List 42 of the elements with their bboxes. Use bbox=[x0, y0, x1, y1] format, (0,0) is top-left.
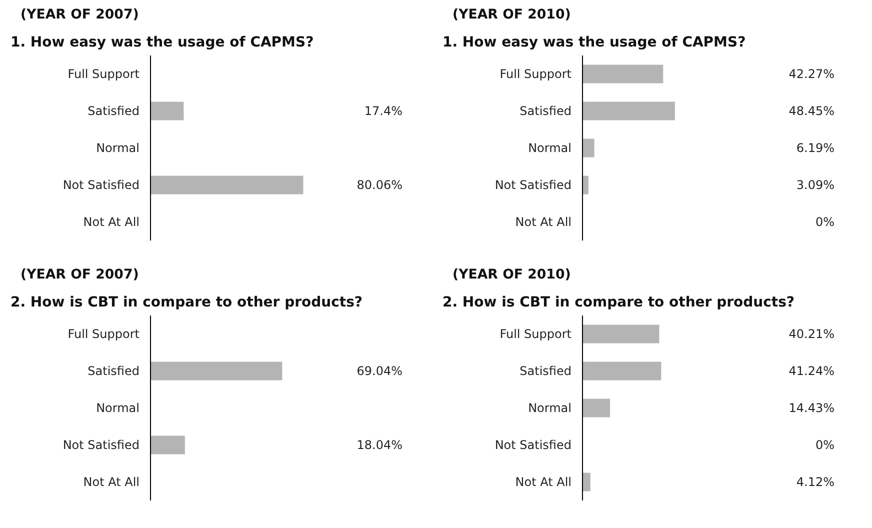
y-tick-label: Satisfied bbox=[88, 104, 140, 118]
y-tick-label: Not Satisfied bbox=[62, 178, 140, 192]
y-tick-label: Full Support bbox=[68, 67, 140, 81]
y-tick-label: Normal bbox=[96, 141, 140, 155]
data-label: 4.12% bbox=[796, 475, 835, 489]
data-label: 41.24% bbox=[788, 364, 835, 378]
y-tick-label: Not At All bbox=[515, 215, 572, 229]
data-label: 18.04% bbox=[356, 438, 403, 452]
y-tick-label: Normal bbox=[528, 141, 572, 155]
chart-title: (YEAR OF 2007) bbox=[20, 268, 139, 282]
data-label: 42.27% bbox=[788, 67, 835, 81]
y-tick-label: Satisfied bbox=[520, 104, 572, 118]
chart-title: (YEAR OF 2010) bbox=[452, 268, 571, 282]
y-tick-label: Full Support bbox=[500, 327, 572, 341]
y-tick-label: Not Satisfied bbox=[62, 438, 140, 452]
chart-subtitle: 1. How easy was the usage of CAPMS? bbox=[10, 34, 314, 50]
data-label: 6.19% bbox=[796, 141, 835, 155]
data-label: 40.21% bbox=[788, 327, 835, 341]
y-tick-label: Satisfied bbox=[520, 364, 572, 378]
y-tick-label: Normal bbox=[96, 401, 140, 415]
y-tick-label: Full Support bbox=[500, 67, 572, 81]
data-label: 17.4% bbox=[364, 104, 403, 118]
data-label: 14.43% bbox=[788, 401, 835, 415]
data-label: 0% bbox=[815, 438, 835, 452]
y-tick-label: Full Support bbox=[68, 327, 140, 341]
data-label: 0% bbox=[815, 215, 835, 229]
y-tick-label: Not At All bbox=[83, 215, 140, 229]
chart-subtitle: 2. How is CBT in compare to other products? bbox=[442, 294, 795, 310]
y-tick-label: Normal bbox=[528, 401, 572, 415]
chart-subtitle: 2. How is CBT in compare to other products? bbox=[10, 294, 363, 310]
data-label: 80.06% bbox=[356, 178, 403, 192]
chart-title: (YEAR OF 2010) bbox=[452, 8, 571, 22]
data-label: 3.09% bbox=[796, 178, 835, 192]
y-tick-label: Not At All bbox=[83, 475, 140, 489]
y-tick-label: Not Satisfied bbox=[494, 438, 572, 452]
data-label: 69.04% bbox=[356, 364, 403, 378]
y-tick-label: Not At All bbox=[515, 475, 572, 489]
y-tick-label: Not Satisfied bbox=[494, 178, 572, 192]
y-tick-label: Satisfied bbox=[88, 364, 140, 378]
chart-title: (YEAR OF 2007) bbox=[20, 8, 139, 22]
chart-subtitle: 1. How easy was the usage of CAPMS? bbox=[442, 34, 746, 50]
data-label: 48.45% bbox=[788, 104, 835, 118]
